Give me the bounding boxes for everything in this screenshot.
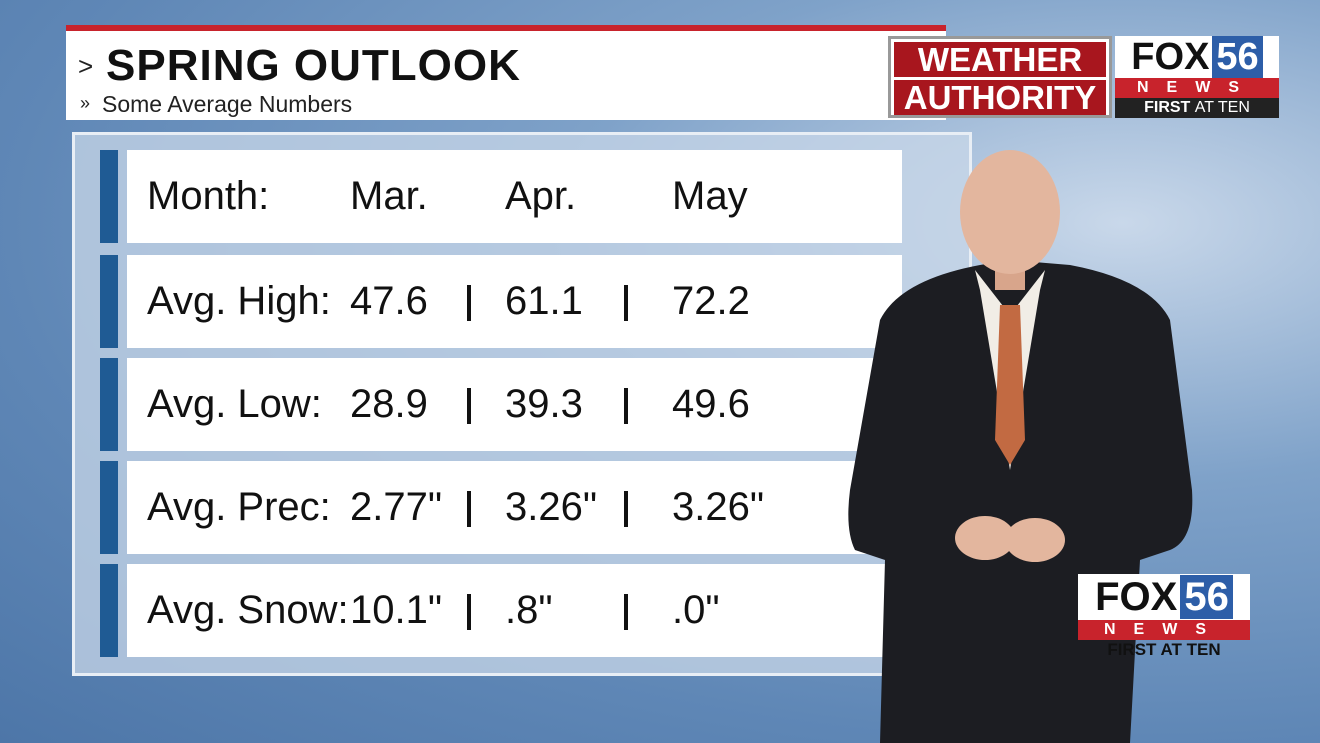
cell-value: .0" bbox=[672, 588, 720, 632]
separator bbox=[624, 285, 628, 321]
table-row: Avg. Low: 28.9 39.3 49.6 bbox=[127, 358, 902, 451]
cell-value: Apr. bbox=[505, 174, 577, 218]
logo-text: AUTHORITY bbox=[894, 80, 1106, 116]
cell-value: 72.2 bbox=[672, 279, 750, 323]
separator bbox=[467, 285, 471, 321]
cell-value: 3.26" bbox=[672, 485, 765, 529]
row-accent bbox=[100, 564, 118, 657]
separator bbox=[467, 491, 471, 527]
row-label: Avg. Prec: bbox=[147, 485, 331, 529]
cell-value: Mar. bbox=[350, 174, 428, 218]
table-row: Avg. Snow: 10.1" .8" .0" bbox=[127, 564, 902, 657]
row-label: Avg. High: bbox=[147, 279, 331, 323]
row-accent bbox=[100, 461, 118, 554]
title: SPRING OUTLOOK bbox=[106, 41, 521, 90]
separator bbox=[467, 594, 471, 630]
cell-value: 2.77" bbox=[350, 485, 443, 529]
cell-value: May bbox=[672, 174, 748, 218]
logo-text: 56 bbox=[1180, 575, 1233, 619]
cell-value: 39.3 bbox=[505, 382, 583, 426]
logo-text: FIRST bbox=[1144, 99, 1191, 116]
cell-value: 61.1 bbox=[505, 279, 583, 323]
chevron: » bbox=[80, 93, 91, 113]
logo-text: FIRST bbox=[1107, 640, 1157, 659]
cell-value: 28.9 bbox=[350, 382, 428, 426]
table-row: Avg. Prec: 2.77" 3.26" 3.26" bbox=[127, 461, 902, 554]
row-label: Month: bbox=[147, 174, 270, 218]
table-panel: Month: Mar. Apr. May Avg. High: 47.6 61.1 72.2 A… bbox=[72, 132, 972, 676]
chevron: > bbox=[78, 51, 94, 81]
separator bbox=[467, 388, 471, 424]
logo-text: FOX bbox=[1131, 36, 1210, 78]
separator bbox=[624, 594, 628, 630]
subtitle: Some Average Numbers bbox=[102, 91, 353, 117]
row-label: Avg. Snow: bbox=[147, 588, 349, 632]
row-accent bbox=[100, 358, 118, 451]
cell-value: 49.6 bbox=[672, 382, 750, 426]
header-row: Month: Mar. Apr. May bbox=[127, 150, 902, 243]
cell-value: .8" bbox=[505, 588, 553, 632]
logo-text: AT TEN bbox=[1160, 640, 1221, 659]
logo-text: FOX bbox=[1095, 575, 1178, 619]
cell-value: 3.26" bbox=[505, 485, 598, 529]
logo-text: AT TEN bbox=[1194, 99, 1250, 116]
separator bbox=[624, 491, 628, 527]
row-accent bbox=[100, 255, 118, 348]
station-logo: FOX 56 NEWS FIRST AT TEN bbox=[1078, 574, 1250, 662]
table-row: Avg. High: 47.6 61.1 72.2 bbox=[127, 255, 902, 348]
weather-logo: WEATHER AUTHORITY bbox=[888, 36, 1112, 118]
row-label: Avg. Low: bbox=[147, 382, 322, 426]
cell-value: 10.1" bbox=[350, 588, 443, 632]
cell-value: 47.6 bbox=[350, 279, 428, 323]
logo-text: WEATHER bbox=[894, 42, 1106, 78]
logo-text: NEWS bbox=[1115, 78, 1279, 98]
header-bar: > SPRING OUTLOOK » Some Average Numbers bbox=[66, 25, 946, 120]
station-logo: FOX 56 NEWS FIRST AT TEN bbox=[1115, 36, 1279, 120]
row-accent bbox=[100, 150, 118, 243]
logo-text: 56 bbox=[1212, 36, 1263, 78]
separator bbox=[624, 388, 628, 424]
logo-text: NEWS bbox=[1078, 620, 1250, 640]
